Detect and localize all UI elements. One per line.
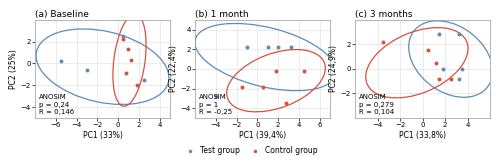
Point [243,46,251,49]
Point [274,46,282,49]
Point [300,70,308,72]
Point [133,84,141,87]
Point [439,68,447,70]
Point [120,35,128,37]
Point [446,77,454,80]
Point [286,46,294,49]
Text: (c) 3 months: (c) 3 months [355,10,412,19]
Point [424,49,432,52]
Point [83,69,91,71]
Text: ANOSIM
p = 1
R = -0,25: ANOSIM p = 1 R = -0,25 [199,94,232,115]
Y-axis label: PC2 (22,4%): PC2 (22,4%) [169,45,178,92]
Point [140,79,148,81]
Point [122,72,130,75]
Point [258,85,266,88]
Y-axis label: PC2 (25%): PC2 (25%) [9,49,18,89]
Point [436,33,444,36]
Text: (b) 1 month: (b) 1 month [195,10,248,19]
Point [120,38,128,41]
Point [454,33,462,36]
Point [454,77,462,80]
X-axis label: PC1 (33,8%): PC1 (33,8%) [399,131,446,140]
Point [212,95,220,98]
Point [436,77,444,80]
Point [272,70,280,72]
Point [379,41,387,43]
Text: ANOSIM
p = 0,24
R = 0,146: ANOSIM p = 0,24 R = 0,146 [39,94,74,115]
Point [458,68,466,70]
X-axis label: PC1 (39,4%): PC1 (39,4%) [239,131,286,140]
Text: ANOSIM
p = 0,279
R = 0,104: ANOSIM p = 0,279 R = 0,104 [359,94,394,115]
Point [124,48,132,51]
Point [282,102,290,105]
Point [264,46,272,49]
Legend: Test group, Control group: Test group, Control group [180,144,320,159]
Y-axis label: PC2 (24,9%): PC2 (24,9%) [329,45,338,92]
Point [126,59,134,62]
X-axis label: PC1 (33%): PC1 (33%) [82,131,122,140]
Point [432,61,440,64]
Text: (a) Baseline: (a) Baseline [35,10,89,19]
Point [57,60,65,62]
Point [238,85,246,88]
